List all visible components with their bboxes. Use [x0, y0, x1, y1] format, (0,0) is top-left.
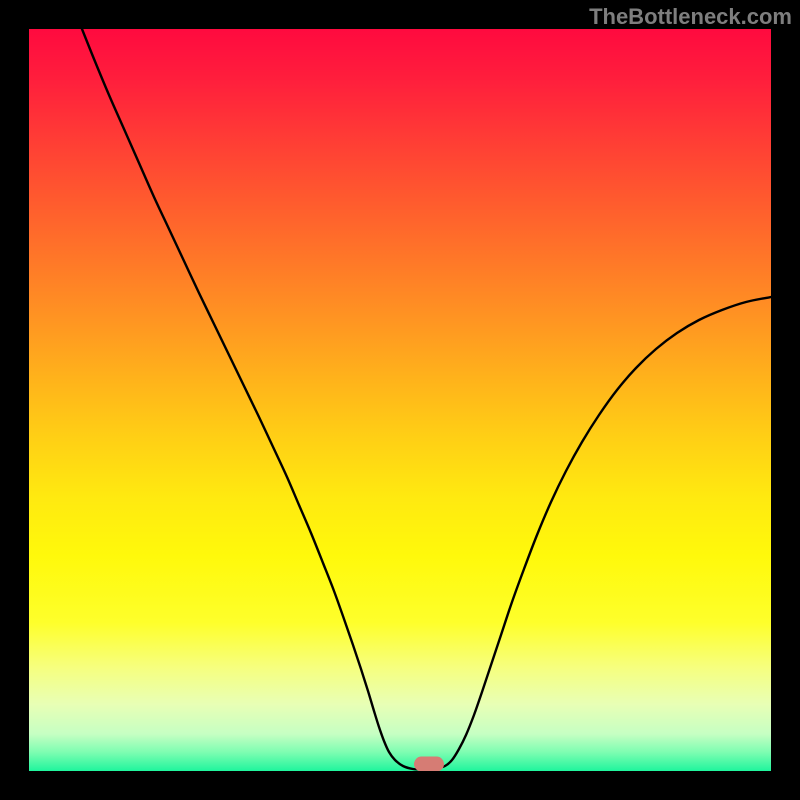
plot-area [29, 29, 771, 771]
chart-frame: TheBottleneck.com [0, 0, 800, 800]
optimum-marker [414, 757, 444, 772]
watermark-text: TheBottleneck.com [589, 4, 792, 30]
gradient-background [29, 29, 771, 771]
plot-svg [29, 29, 771, 771]
